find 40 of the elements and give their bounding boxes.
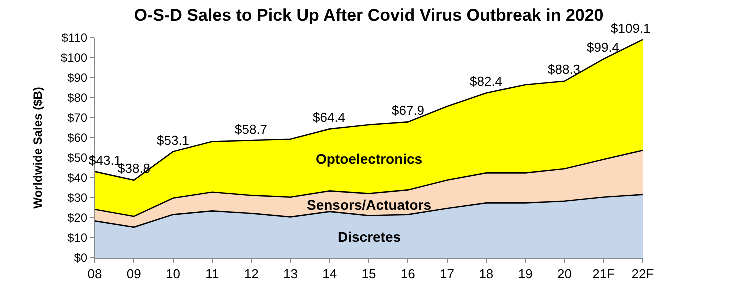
x-tick-label: 21F [592, 266, 616, 282]
x-tick-label: 22F [632, 266, 654, 282]
y-tick-label: $50 [68, 151, 88, 166]
x-tick-label: 17 [440, 266, 455, 282]
x-tick-label: 13 [283, 266, 298, 282]
series-label: Optoelectronics [316, 151, 423, 167]
x-tick-label: 20 [557, 266, 572, 282]
x-tick-label: 18 [479, 266, 494, 282]
y-axis-title: Worldwide Sales ($B) [31, 87, 46, 209]
y-tick-label: $10 [68, 231, 88, 246]
y-tick-label: $20 [68, 211, 88, 226]
total-label: $88.3 [548, 62, 581, 77]
total-label: $109.1 [611, 21, 651, 36]
chart-title: O-S-D Sales to Pick Up After Covid Virus Outbreak in 2020 [134, 6, 604, 25]
x-tick-label: 10 [166, 266, 181, 282]
y-tick-label: $90 [68, 71, 88, 86]
x-tick-label: 08 [88, 266, 102, 282]
y-tick-label: $30 [68, 191, 88, 206]
x-tick-label: 11 [206, 266, 220, 282]
total-label: $64.4 [313, 110, 346, 125]
x-tick-label: 19 [518, 266, 533, 282]
y-tick-label: $80 [68, 91, 88, 106]
x-tick-label: 16 [400, 266, 416, 282]
y-tick-label: $100 [60, 51, 88, 66]
series-label: Discretes [338, 229, 402, 245]
y-tick-label: $40 [68, 171, 88, 186]
total-label: $67.9 [392, 103, 425, 118]
total-label: $99.4 [587, 40, 620, 55]
y-tick-label: $110 [62, 31, 88, 46]
total-label: $58.7 [235, 122, 268, 137]
total-label: $82.4 [470, 74, 503, 89]
total-label: $53.1 [157, 133, 190, 148]
x-tick-label: 14 [322, 266, 338, 282]
x-tick-label: 15 [362, 266, 376, 282]
y-tick-label: $0 [74, 251, 88, 266]
y-tick-label: $70 [68, 111, 88, 126]
x-tick-label: 09 [126, 266, 142, 282]
x-tick-label: 12 [244, 266, 259, 282]
y-tick-label: $60 [68, 131, 88, 146]
series-label: Sensors/Actuators [307, 197, 432, 213]
